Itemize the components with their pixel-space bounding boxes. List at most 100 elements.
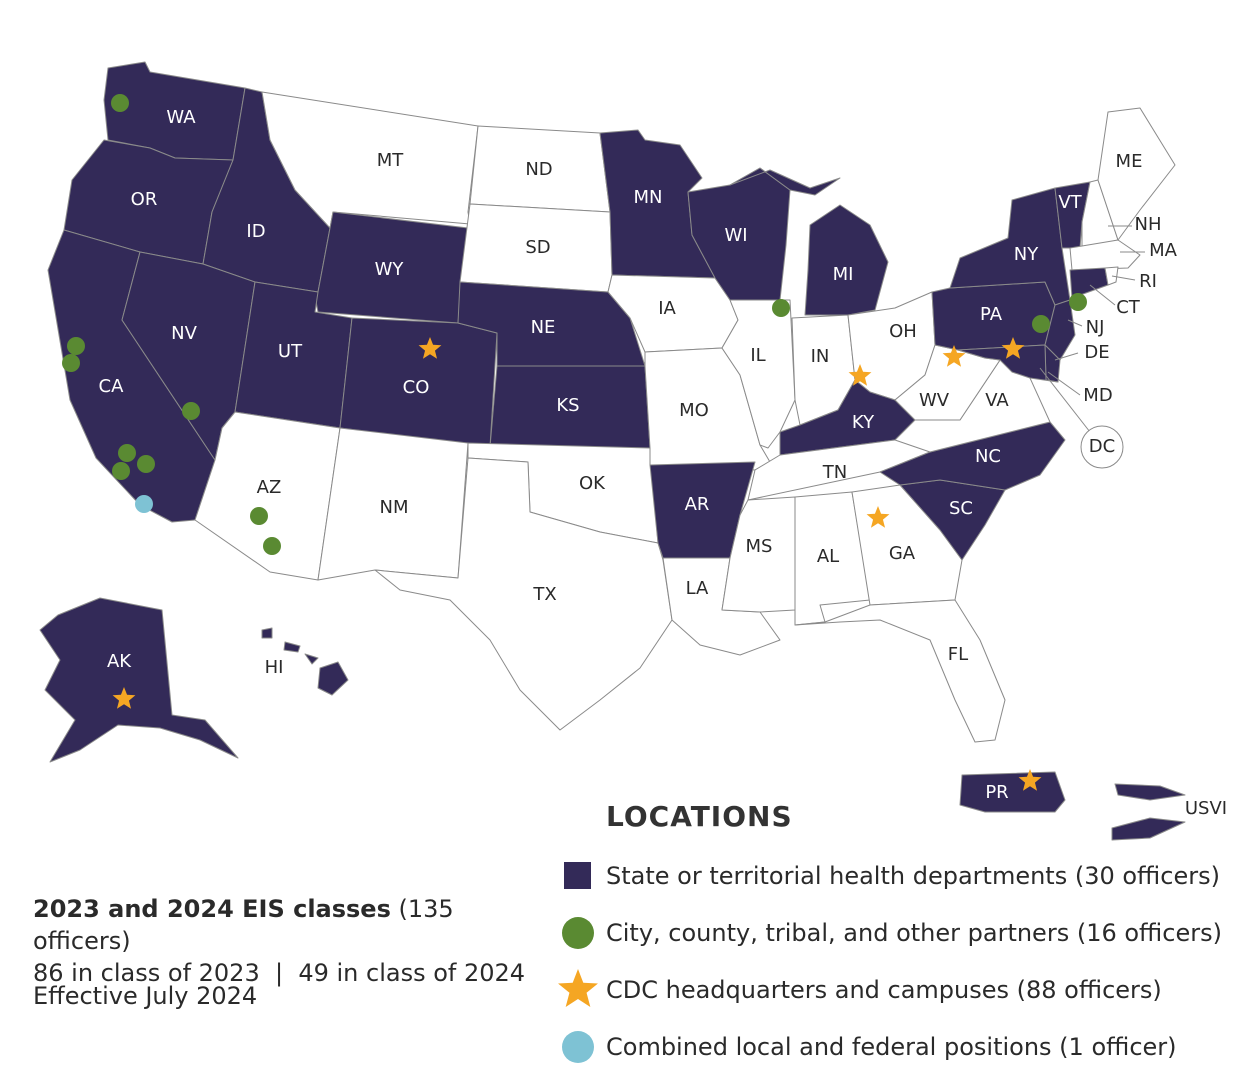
label-PA: PA: [980, 304, 1003, 325]
label-TN: TN: [822, 462, 847, 483]
effective-date: Effective July 2024: [33, 982, 258, 1010]
partner-dot: [112, 462, 130, 480]
state-USVI: [1111, 783, 1186, 841]
state-MI: [804, 204, 889, 316]
green-circle-icon: [556, 913, 600, 953]
partner-dot: [137, 455, 155, 473]
leader-md: [1047, 371, 1081, 396]
state-HI: [317, 661, 349, 696]
label-WA: WA: [166, 107, 196, 128]
label-IL: IL: [750, 345, 765, 366]
label-FL: FL: [948, 644, 968, 665]
leader-dc: [1039, 367, 1091, 433]
state-MI-UP: [729, 167, 841, 196]
dc-marker: [1080, 425, 1124, 469]
legend-item-combined: Combined local and federal positions (1 …: [556, 1018, 1236, 1075]
label-UT: UT: [278, 341, 303, 362]
label-MD: MD: [1083, 385, 1112, 406]
star-icon: [556, 968, 600, 1010]
partner-dot: [263, 537, 281, 555]
legend-label: CDC headquarters and campuses (88 office…: [606, 975, 1162, 1004]
label-MA: MA: [1149, 240, 1178, 261]
label-TX: TX: [532, 584, 556, 605]
label-AK: AK: [107, 651, 132, 672]
cdc-star-PR: [1018, 769, 1042, 791]
legend-label: State or territorial health departments …: [606, 861, 1220, 890]
cdc-star-GA: [866, 506, 890, 528]
state-FL: [794, 599, 1006, 743]
label-ME: ME: [1116, 151, 1143, 172]
label-CO: CO: [403, 377, 430, 398]
state-IL: [721, 299, 796, 449]
partner-dot: [62, 354, 80, 372]
label-LA: LA: [686, 578, 709, 599]
label-OK: OK: [579, 473, 606, 494]
partner-dot: [772, 299, 790, 317]
label-DE: DE: [1084, 342, 1109, 363]
legend-label: Combined local and federal positions (1 …: [606, 1032, 1177, 1061]
partner-dot: [250, 507, 268, 525]
navy-square-icon: [556, 856, 600, 896]
cdc-star-AK: [112, 687, 136, 709]
partner-dot: [118, 444, 136, 462]
label-MN: MN: [634, 187, 663, 208]
legend: LOCATIONS State or territorial health de…: [556, 800, 1236, 1075]
label-KY: KY: [852, 412, 875, 433]
cdc-stars: [112, 337, 1042, 791]
state-MA: [1069, 239, 1141, 271]
legend-label: City, county, tribal, and other partners…: [606, 918, 1222, 947]
label-ID: ID: [246, 221, 265, 242]
label-NV: NV: [171, 323, 197, 344]
label-NY: NY: [1014, 244, 1039, 265]
partner-dot: [182, 402, 200, 420]
state-TX: [374, 457, 673, 731]
label-MT: MT: [377, 150, 405, 171]
legend-item-cdc: CDC headquarters and campuses (88 office…: [556, 961, 1236, 1018]
label-SC: SC: [949, 498, 973, 519]
label-PR: PR: [985, 782, 1008, 803]
label-ND: ND: [525, 159, 552, 180]
state-NJ: [1044, 299, 1076, 361]
cdc-star-MD: [1001, 337, 1025, 359]
label-AR: AR: [685, 494, 710, 515]
state-VT: [1054, 181, 1091, 249]
partner-dots: [62, 94, 1087, 555]
classes-info: 2023 and 2024 EIS classes (135 officers)…: [33, 893, 533, 989]
label-DC: DC: [1089, 436, 1115, 457]
label-VT: VT: [1058, 192, 1082, 213]
legend-item-state: State or territorial health departments …: [556, 847, 1236, 904]
cdc-star-WV: [942, 345, 966, 367]
label-WV: WV: [919, 390, 950, 411]
classes-heading-bold: 2023 and 2024 EIS classes: [33, 895, 391, 923]
legend-title: LOCATIONS: [606, 800, 793, 833]
partner-dot: [1032, 315, 1050, 333]
state-MD: [957, 344, 1059, 383]
label-RI: RI: [1139, 271, 1157, 292]
state-labels: WA OR CA ID NV MT WY UT AZ CO NM ND SD N…: [99, 107, 1228, 819]
partner-dot: [67, 337, 85, 355]
state-CO: [339, 317, 498, 448]
label-WI: WI: [724, 225, 747, 246]
label-KS: KS: [556, 395, 579, 416]
partner-dot: [111, 94, 129, 112]
label-NE: NE: [531, 317, 556, 338]
label-SD: SD: [525, 237, 550, 258]
label-NC: NC: [975, 446, 1001, 467]
partner-dot: [1069, 293, 1087, 311]
classes-heading-rest: (135 officers): [33, 895, 454, 955]
label-NJ: NJ: [1086, 317, 1105, 338]
label-HI: HI: [265, 657, 284, 678]
label-GA: GA: [889, 543, 916, 564]
label-USVI: USVI: [1185, 798, 1227, 819]
label-CA: CA: [99, 376, 125, 397]
leader-ct: [1089, 284, 1116, 306]
label-MS: MS: [746, 536, 773, 557]
cdc-star-CO: [418, 337, 442, 359]
classes-heading: 2023 and 2024 EIS classes (135 officers): [33, 893, 533, 957]
classes-breakdown: 86 in class of 2023 | 49 in class of 202…: [33, 959, 526, 987]
label-VA: VA: [985, 390, 1009, 411]
state-AK: [39, 597, 239, 763]
label-WY: WY: [375, 259, 405, 280]
state-PR: [959, 771, 1066, 813]
label-CT: CT: [1116, 297, 1141, 318]
